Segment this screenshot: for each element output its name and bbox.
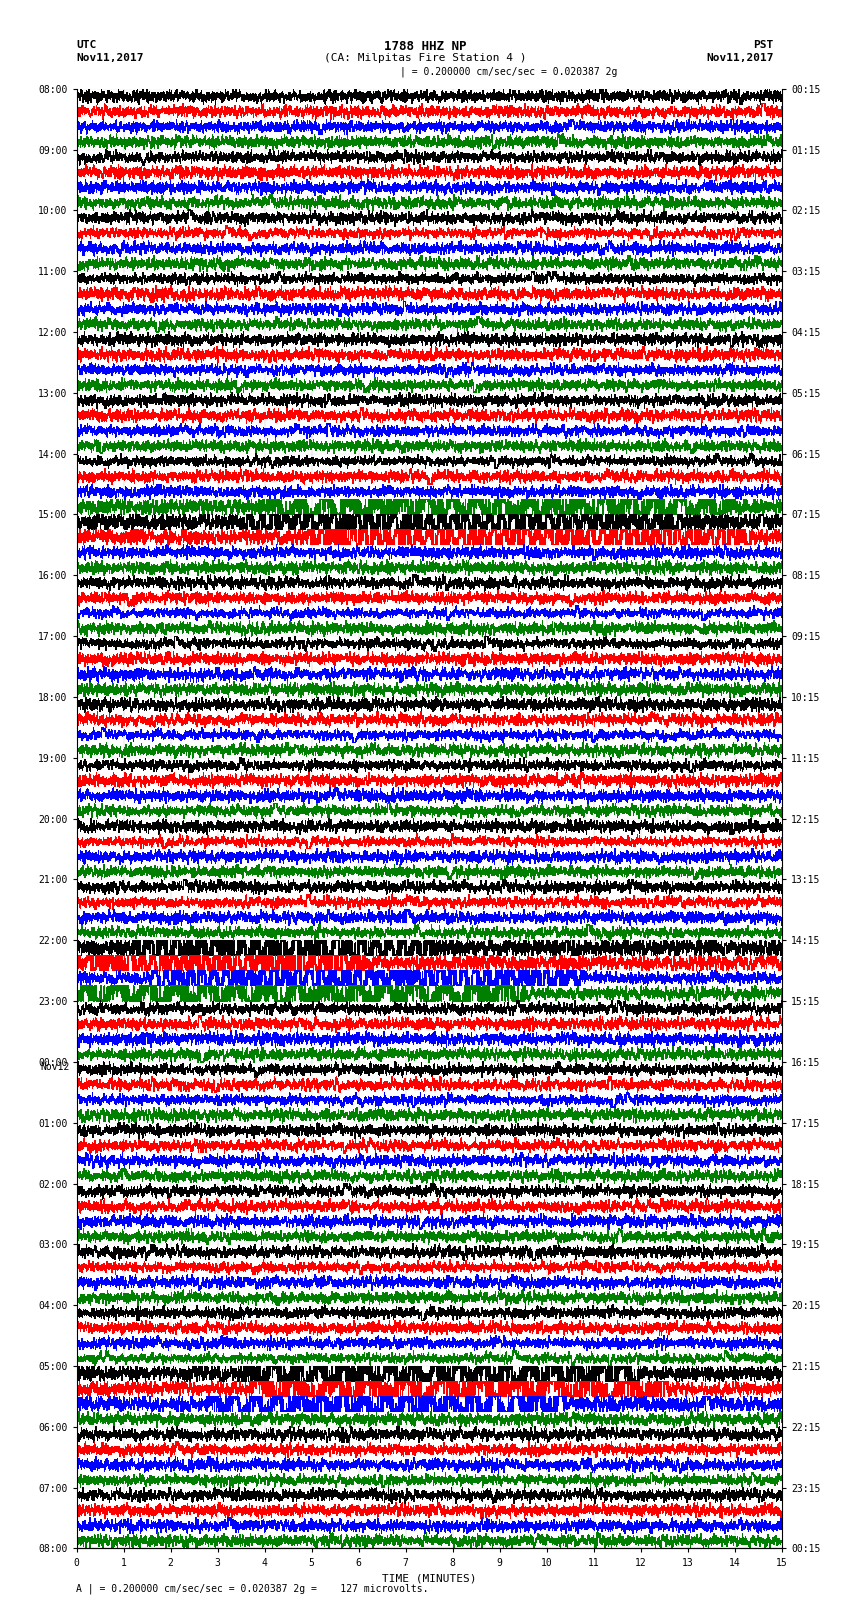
Text: A | = 0.200000 cm/sec/sec = 0.020387 2g =    127 microvolts.: A | = 0.200000 cm/sec/sec = 0.020387 2g … bbox=[76, 1582, 429, 1594]
X-axis label: TIME (MINUTES): TIME (MINUTES) bbox=[382, 1573, 477, 1582]
Text: 1788 HHZ NP: 1788 HHZ NP bbox=[383, 40, 467, 53]
Text: PST: PST bbox=[753, 40, 774, 50]
Text: Nov11,2017: Nov11,2017 bbox=[76, 53, 144, 63]
Text: | = 0.200000 cm/sec/sec = 0.020387 2g: | = 0.200000 cm/sec/sec = 0.020387 2g bbox=[400, 66, 617, 77]
Text: UTC: UTC bbox=[76, 40, 97, 50]
Text: Nov11,2017: Nov11,2017 bbox=[706, 53, 774, 63]
Text: (CA: Milpitas Fire Station 4 ): (CA: Milpitas Fire Station 4 ) bbox=[324, 53, 526, 63]
Text: Nov12: Nov12 bbox=[40, 1061, 70, 1073]
